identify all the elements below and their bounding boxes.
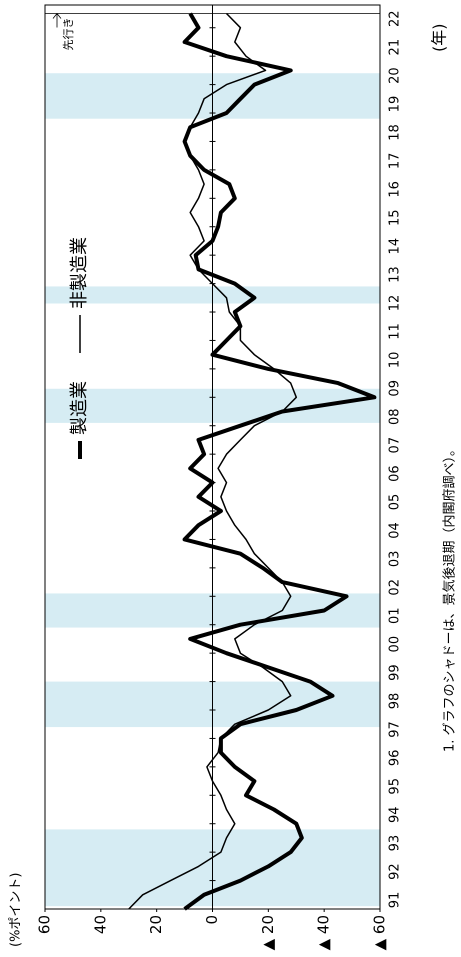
x-tick-label: 95 — [388, 778, 403, 795]
x-tick-label: 21 — [388, 39, 403, 56]
plot-frame — [44, 4, 381, 910]
y-tick-label: ▲ 40 — [315, 915, 333, 950]
series-line — [182, 12, 377, 911]
x-tick-label: 97 — [388, 721, 403, 738]
x-tick-label: 11 — [388, 323, 403, 340]
x-axis-label: (年) — [430, 24, 449, 53]
x-tick-label: 12 — [388, 295, 403, 312]
y-tick-label: 60 — [36, 915, 54, 934]
y-tick-label: 20 — [147, 915, 165, 934]
x-tick-label: 04 — [388, 522, 403, 539]
x-tick-label: 91 — [388, 892, 403, 909]
x-tick-label: 20 — [388, 67, 403, 84]
x-tick-label: 16 — [388, 181, 403, 198]
x-tick-label: 19 — [388, 96, 403, 113]
x-tick-label: 18 — [388, 124, 403, 141]
x-tick-label: 10 — [388, 352, 403, 369]
x-tick-label: 13 — [388, 266, 403, 283]
x-tick-label: 03 — [388, 551, 403, 568]
series-line — [128, 12, 298, 910]
x-tick-label: 15 — [388, 209, 403, 226]
annotation: 先行き — [62, 18, 75, 51]
x-tick-label: 92 — [388, 863, 403, 880]
x-tick-label: 01 — [388, 607, 403, 624]
y-tick-label: 0 — [203, 915, 221, 925]
y-tick-label: 40 — [91, 915, 109, 934]
legend-label: 非製造業 — [69, 237, 90, 309]
x-tick-label: 07 — [388, 437, 403, 454]
y-axis-label: (%ポイント) — [9, 873, 24, 948]
x-tick-label: 09 — [388, 380, 403, 397]
x-tick-label: 05 — [388, 494, 403, 511]
note: 1. グラフのシャドーは、景気後退期（内閣府調べ）。 — [442, 443, 458, 752]
x-tick-label: 94 — [388, 806, 403, 823]
x-tick-label: 22 — [388, 10, 403, 27]
y-tick-label: ▲ 60 — [371, 915, 389, 950]
x-tick-label: 14 — [388, 238, 403, 255]
x-tick-label: 93 — [388, 835, 403, 852]
x-tick-label: 17 — [388, 153, 403, 170]
x-tick-label: 98 — [388, 693, 403, 710]
forecast-arrow — [52, 12, 62, 28]
x-tick-label: 96 — [388, 750, 403, 767]
x-tick-label: 06 — [388, 465, 403, 482]
rotated-chart: (%ポイント) 1. グラフのシャドーは、景気後退期（内閣府調べ）。 (年) 6… — [9, 4, 458, 950]
x-tick-label: 99 — [388, 664, 403, 681]
x-tick-label: 08 — [388, 408, 403, 425]
x-tick-label: 00 — [388, 636, 403, 653]
legend-label: 製造業 — [69, 381, 90, 435]
x-tick-label: 02 — [388, 579, 403, 596]
y-tick-label: ▲ 20 — [259, 915, 277, 950]
